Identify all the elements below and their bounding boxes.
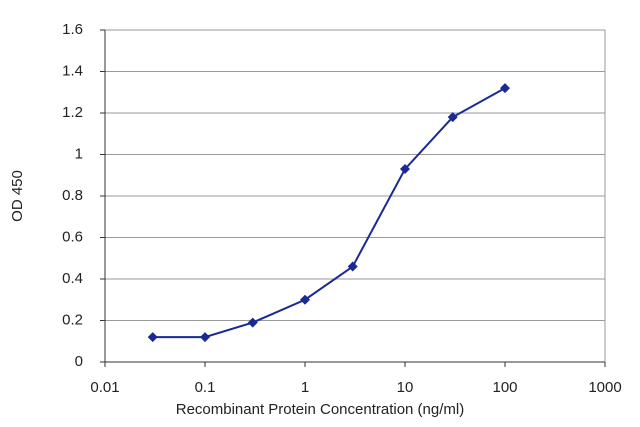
y-tick-label: 1.6 <box>62 21 83 38</box>
data-point <box>147 332 158 343</box>
data-point <box>200 332 210 343</box>
x-tick-label: 0.01 <box>90 379 119 396</box>
data-point <box>500 83 510 94</box>
x-tick-label: 0.1 <box>195 379 216 396</box>
y-axis-title: OD 450 <box>9 170 26 222</box>
series-line <box>152 87 506 339</box>
y-tick-label: 1.4 <box>62 62 83 79</box>
y-tick-label: 1.2 <box>62 104 83 121</box>
x-axis-title: Recombinant Protein Concentration (ng/ml… <box>176 401 464 418</box>
data-point <box>300 294 310 305</box>
x-tick-label: 100 <box>492 379 517 396</box>
y-tick-label: 0.2 <box>62 311 83 328</box>
x-tick-label: 10 <box>397 379 414 396</box>
data-point <box>447 112 458 123</box>
y-tick-label: 0.4 <box>62 270 83 287</box>
x-tick-label: 1000 <box>588 379 621 396</box>
y-tick-label: 1 <box>75 145 83 162</box>
data-point <box>247 317 258 328</box>
y-tick-label: 0 <box>75 353 83 370</box>
data-point <box>400 164 410 175</box>
y-tick-label: 0.6 <box>62 228 83 245</box>
y-tick-label: 0.8 <box>62 187 83 204</box>
data-point <box>347 261 358 272</box>
x-tick-label: 1 <box>301 379 309 396</box>
